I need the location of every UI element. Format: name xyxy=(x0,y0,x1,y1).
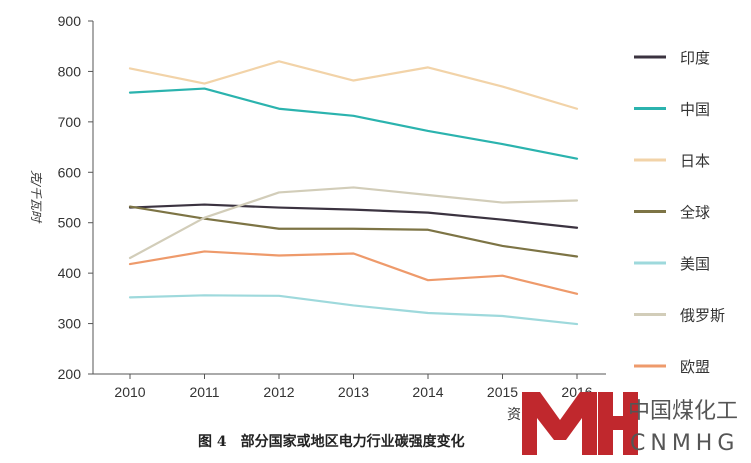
legend-label-6: 欧盟 xyxy=(680,358,710,376)
series-line-0 xyxy=(128,203,579,229)
y-axis-label: 克/千瓦时 xyxy=(29,170,43,224)
y-tick-label: 200 xyxy=(58,366,82,382)
series-line-2 xyxy=(128,60,579,110)
series-line-6 xyxy=(128,250,579,295)
series-group xyxy=(128,60,579,326)
x-tick-label: 2013 xyxy=(338,384,369,400)
y-tick-label: 700 xyxy=(58,114,82,130)
legend-label-0: 印度 xyxy=(680,49,710,67)
y-tick-label: 900 xyxy=(58,13,82,29)
x-tick-label: 2014 xyxy=(412,384,443,400)
x-tick-label: 2015 xyxy=(487,384,518,400)
y-tick-label: 800 xyxy=(58,63,82,79)
series-line-4 xyxy=(128,294,579,326)
series-line-3 xyxy=(128,205,579,258)
axes: 200 300 400 500 600 700 800 900 2010 2011 2012 2013… xyxy=(58,13,606,400)
legend-label-5: 俄罗斯 xyxy=(680,307,725,325)
x-tick-label: 2011 xyxy=(189,384,219,400)
source-label-partial: 资 xyxy=(507,407,521,423)
x-tick-label: 2010 xyxy=(114,384,145,400)
series-line-1 xyxy=(128,87,579,160)
y-tick-label: 500 xyxy=(58,215,82,231)
legend-label-1: 中国 xyxy=(680,101,710,119)
y-tick-label: 600 xyxy=(58,164,82,180)
logo-text-en: CNMHG xyxy=(630,431,739,456)
legend-label-3: 全球 xyxy=(680,204,710,222)
y-axis-label-group: 克/千瓦时 xyxy=(29,170,43,224)
watermark-logo: 中国煤化工 CNMHG xyxy=(522,392,739,456)
series-line-5 xyxy=(128,186,579,260)
y-tick-label: 300 xyxy=(58,316,82,332)
logo-mark-icon xyxy=(522,392,638,455)
x-tick-label: 2012 xyxy=(263,384,294,400)
legend-label-2: 日本 xyxy=(680,152,710,170)
figure-caption: 图 4 部分国家或地区电力行业碳强度变化 xyxy=(198,433,465,450)
logo-text-cn: 中国煤化工 xyxy=(628,399,738,424)
legend-label-4: 美国 xyxy=(680,255,710,273)
y-tick-label: 400 xyxy=(58,265,82,281)
